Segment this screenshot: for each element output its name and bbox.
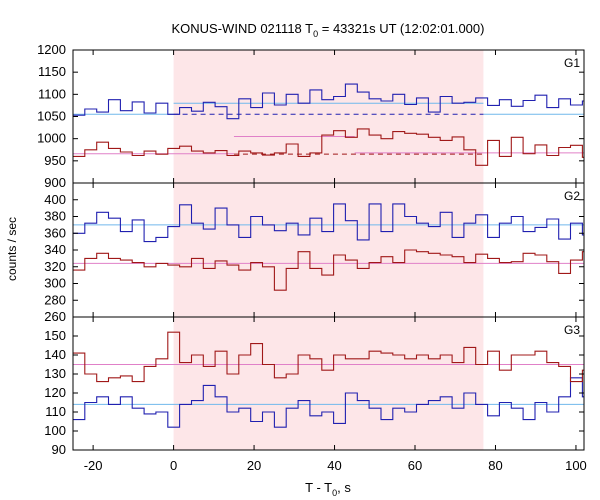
y-tick-label: 380 <box>44 209 66 224</box>
y-tick-label: 320 <box>44 259 66 274</box>
y-tick-label: 130 <box>44 366 66 381</box>
y-tick-label: 340 <box>44 242 66 257</box>
y-tick-label: 1150 <box>38 64 66 79</box>
y-tick-label: 1200 <box>37 42 66 57</box>
series-step-line <box>73 331 584 383</box>
y-axis-label: counts / sec <box>5 217 19 281</box>
y-tick-label: 1100 <box>38 86 66 101</box>
x-tick-label: 40 <box>327 458 341 473</box>
x-axis-label: T - T0, s <box>305 480 351 498</box>
y-tick-label: 1000 <box>37 131 66 146</box>
highlight-interval <box>173 50 484 450</box>
y-tick-label: 280 <box>44 292 66 307</box>
chart-title: KONUS-WIND 021118 T0 = 43321s UT (12:02:… <box>172 21 485 39</box>
y-tick-label: 400 <box>44 192 66 207</box>
panels-group: 90095010001050110011501200G1260280300320… <box>37 42 587 473</box>
y-tick-label: 900 <box>44 175 66 190</box>
series-step-line <box>73 83 584 120</box>
panel-g3: 90 100 110 120 130 140 150 G3 <box>44 316 585 457</box>
series-step-line <box>73 128 584 166</box>
y-tick-label: 90 <box>52 442 66 457</box>
panel-frame <box>72 316 585 451</box>
y-tick-label: 300 <box>44 276 66 291</box>
series-step-line <box>73 203 584 243</box>
x-tick-label: 80 <box>488 458 502 473</box>
y-tick-label: 150 <box>44 328 66 343</box>
x-tick-label: 0 <box>170 458 177 473</box>
y-tick-label: 100 <box>44 423 66 438</box>
panel-label: G3 <box>564 323 580 337</box>
series-step-line <box>73 377 584 428</box>
panel-label: G2 <box>564 189 580 203</box>
y-tick-label: 360 <box>44 225 66 240</box>
y-tick-label: 110 <box>45 404 66 419</box>
panel-label: G1 <box>564 56 580 70</box>
y-tick-label: 140 <box>44 347 66 362</box>
y-tick-label: 950 <box>44 153 66 168</box>
y-tick-label: 120 <box>44 385 66 400</box>
x-tick-label: 100 <box>565 458 587 473</box>
y-tick-label: 1050 <box>37 109 66 124</box>
series-step-line <box>73 249 584 291</box>
y-tick-label: 260 <box>44 309 66 324</box>
x-tick-label: -20 <box>84 458 103 473</box>
panel-g1: 900 950 1000 1050 1100 1150 1200 G1 <box>37 42 585 190</box>
x-tick-label: 20 <box>247 458 261 473</box>
x-tick-label: 60 <box>408 458 422 473</box>
